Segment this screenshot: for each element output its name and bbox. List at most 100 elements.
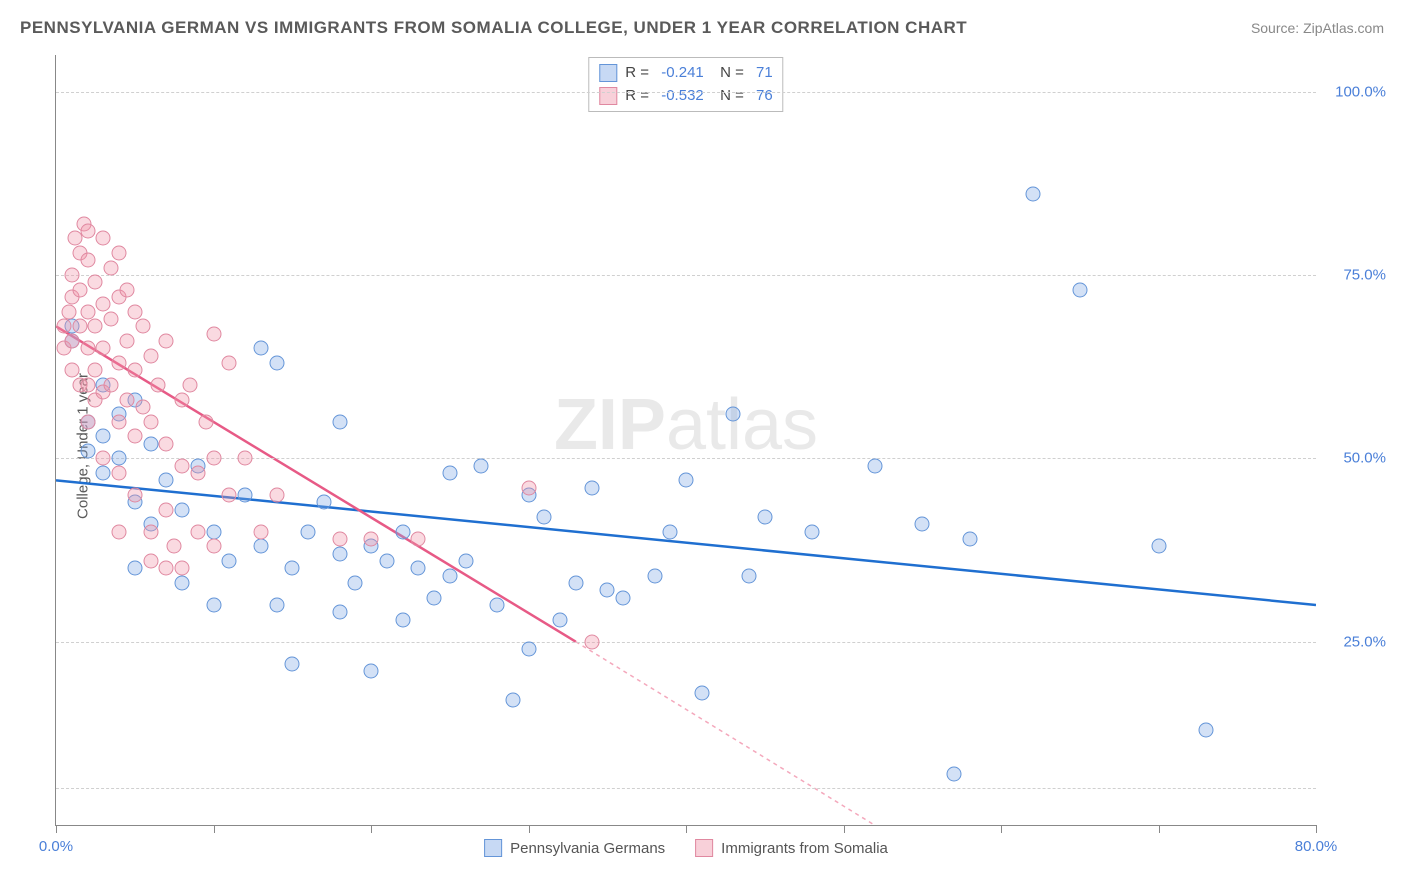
data-point [119, 334, 134, 349]
gridline-h [56, 642, 1316, 643]
data-point [348, 576, 363, 591]
watermark-light: atlas [666, 385, 818, 465]
data-point [135, 400, 150, 415]
data-point [159, 473, 174, 488]
data-point [143, 414, 158, 429]
data-point [72, 319, 87, 334]
data-point [474, 458, 489, 473]
x-tick [1316, 825, 1317, 833]
data-point [332, 546, 347, 561]
data-point [127, 561, 142, 576]
swatch-blue-icon [599, 64, 617, 82]
chart-title: PENNSYLVANIA GERMAN VS IMMIGRANTS FROM S… [20, 18, 967, 38]
y-tick-label: 50.0% [1343, 450, 1386, 467]
data-point [159, 334, 174, 349]
data-point [72, 282, 87, 297]
data-point [379, 554, 394, 569]
y-tick-label: 25.0% [1343, 633, 1386, 650]
data-point [206, 598, 221, 613]
stats-n-value-2: 76 [756, 85, 773, 108]
data-point [135, 319, 150, 334]
data-point [175, 561, 190, 576]
data-point [726, 407, 741, 422]
data-point [616, 590, 631, 605]
legend-swatch-pink-icon [695, 839, 713, 857]
data-point [458, 554, 473, 569]
data-point [253, 524, 268, 539]
data-point [104, 312, 119, 327]
y-tick-label: 100.0% [1335, 83, 1386, 100]
data-point [285, 656, 300, 671]
data-point [679, 473, 694, 488]
stats-n-label: N = [712, 62, 748, 85]
legend-swatch-blue-icon [484, 839, 502, 857]
data-point [80, 224, 95, 239]
data-point [868, 458, 883, 473]
data-point [238, 488, 253, 503]
data-point [64, 268, 79, 283]
data-point [80, 414, 95, 429]
data-point [127, 488, 142, 503]
data-point [332, 414, 347, 429]
stats-r-label: R = [625, 85, 653, 108]
x-tick [1001, 825, 1002, 833]
data-point [80, 253, 95, 268]
stats-r-value-1: -0.241 [661, 62, 704, 85]
data-point [206, 524, 221, 539]
data-point [316, 495, 331, 510]
data-point [505, 693, 520, 708]
stats-r-label: R = [625, 62, 653, 85]
x-tick [1159, 825, 1160, 833]
gridline-h [56, 788, 1316, 789]
data-point [364, 532, 379, 547]
data-point [521, 480, 536, 495]
data-point [175, 458, 190, 473]
data-point [127, 363, 142, 378]
data-point [96, 451, 111, 466]
data-point [159, 502, 174, 517]
data-point [584, 480, 599, 495]
data-point [96, 466, 111, 481]
source-link[interactable]: ZipAtlas.com [1303, 20, 1384, 36]
data-point [206, 451, 221, 466]
data-point [364, 664, 379, 679]
legend-label-2: Immigrants from Somalia [721, 840, 888, 857]
data-point [253, 341, 268, 356]
data-point [80, 341, 95, 356]
scatter-plot-area: ZIPatlas R = -0.241 N = 71 R = -0.532 N … [55, 55, 1316, 826]
data-point [537, 510, 552, 525]
data-point [112, 356, 127, 371]
data-point [411, 561, 426, 576]
data-point [112, 466, 127, 481]
data-point [568, 576, 583, 591]
data-point [600, 583, 615, 598]
stats-n-value-1: 71 [756, 62, 773, 85]
data-point [61, 304, 76, 319]
data-point [143, 436, 158, 451]
data-point [143, 554, 158, 569]
data-point [112, 246, 127, 261]
data-point [805, 524, 820, 539]
stats-n-label: N = [712, 85, 748, 108]
data-point [64, 334, 79, 349]
data-point [584, 634, 599, 649]
x-tick [844, 825, 845, 833]
y-tick-label: 75.0% [1343, 267, 1386, 284]
data-point [88, 319, 103, 334]
stats-row-series-2: R = -0.532 N = 76 [599, 85, 772, 108]
data-point [56, 319, 71, 334]
data-point [198, 414, 213, 429]
legend-item-1: Pennsylvania Germans [484, 839, 665, 857]
data-point [946, 766, 961, 781]
data-point [757, 510, 772, 525]
data-point [269, 356, 284, 371]
correlation-stats-box: R = -0.241 N = 71 R = -0.532 N = 76 [588, 57, 783, 112]
data-point [104, 260, 119, 275]
x-tick [56, 825, 57, 833]
data-point [88, 275, 103, 290]
data-point [427, 590, 442, 605]
data-point [206, 539, 221, 554]
data-point [442, 568, 457, 583]
x-tick [529, 825, 530, 833]
data-point [119, 392, 134, 407]
